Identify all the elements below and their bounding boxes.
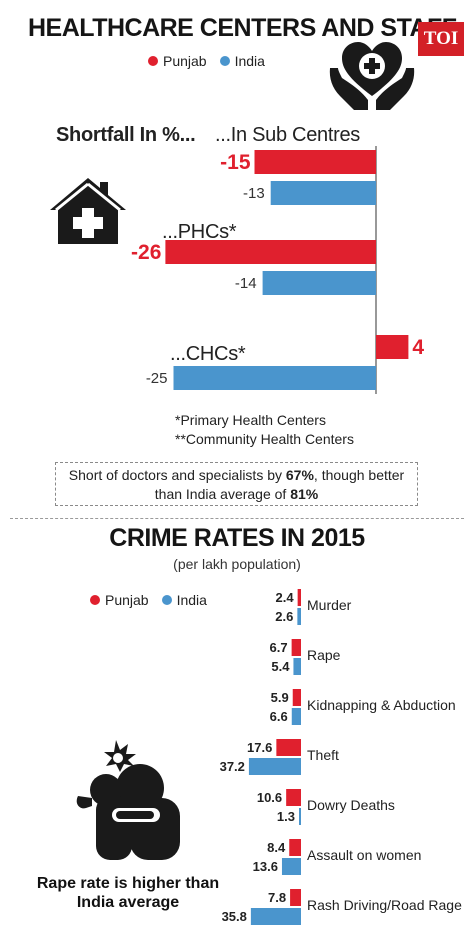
bar-india [293,658,301,675]
crime-title: CRIME RATES IN 2015 [109,524,365,552]
legend-label-punjab: Punjab [105,592,149,608]
value-label-punjab: -15 [220,151,251,174]
note-phc: *Primary Health Centers [175,412,326,428]
legend-dot-punjab [148,56,158,66]
bar-punjab [292,689,301,706]
bar-india [299,808,301,825]
doctors-shortfall-box: Short of doctors and specialists by 67%,… [55,462,418,506]
health-chart: -15 -13 -26 -14 4 -25 [131,146,424,394]
legend-dot-india [219,56,230,66]
victim-hands-icon [76,740,180,860]
bar-india [262,271,376,295]
bar-india [297,608,301,625]
medical-house-icon [50,178,126,244]
value-label-punjab: 2.4 [275,590,294,605]
bar-punjab [297,589,301,606]
legend-label-punjab: Punjab [163,53,207,69]
bar-india [281,858,301,875]
toi-logo: TOI [418,22,464,56]
value-label-punjab: -26 [131,241,161,264]
value-label-india: 35.8 [221,909,247,924]
value-label-india: 6.6 [269,709,288,724]
legend-label-india: India [234,53,265,69]
page-title: HEALTHCARE CENTERS AND STAFF [28,14,457,42]
category-sub-centres: ...In Sub Centres [215,124,360,146]
legend-label-india: India [176,592,207,608]
health-chart-heading: Shortfall In %... [56,124,196,146]
value-label-punjab: 17.6 [247,740,273,755]
bar-punjab [286,789,301,806]
category-label: Kidnapping & Abduction [307,697,456,713]
bar-punjab [254,150,376,174]
value-label-punjab: 5.9 [270,690,289,705]
note-chc: **Community Health Centers [175,431,354,447]
crime-subtitle: (per lakh population) [173,556,301,572]
summary-value-punjab: 67% [285,467,314,483]
bar-india [270,181,376,205]
value-label-india: 2.6 [275,609,294,624]
bar-india [250,908,301,925]
section-divider [10,518,464,519]
summary-text-1: Short of doctors and specialists by [68,467,286,483]
legend-dot-india [161,595,172,605]
category-label: Murder [307,597,352,613]
bar-punjab [165,240,376,264]
bar-punjab [291,639,301,656]
value-label-punjab: 4 [412,336,424,359]
bar-india [173,366,376,390]
value-label-punjab: 10.6 [256,790,283,805]
value-label-india: -13 [243,185,265,202]
bar-india [248,758,301,775]
category-label: Rape [307,647,341,663]
health-legend: Punjab India [148,53,265,69]
category-label: Rash Driving/Road Rage [307,897,462,913]
value-label-india: 37.2 [219,759,245,774]
bar-punjab [290,889,301,906]
bar-punjab [289,839,301,856]
bar-india [291,708,301,725]
hands-heart-cross-icon [329,42,415,110]
category-label: Dowry Deaths [307,797,395,813]
category-label: Theft [307,747,339,763]
bar-punjab [376,335,409,359]
bar-punjab [276,739,301,756]
legend-dot-punjab [90,595,100,605]
value-label-india: -14 [235,275,257,292]
value-label-punjab: 8.4 [267,840,286,855]
crime-legend: Punjab India [90,592,207,608]
category-label: Assault on women [307,847,422,863]
value-label-india: 5.4 [271,659,290,674]
category-phcs: ...PHCs* [162,221,237,243]
summary-value-india: 81% [290,486,319,502]
value-label-india: -25 [146,370,168,387]
value-label-india: 13.6 [252,859,278,874]
value-label-punjab: 6.7 [269,640,288,655]
crime-caption: Rape rate is higher than India average [36,875,220,911]
value-label-punjab: 7.8 [268,890,287,905]
category-chcs: ...CHCs* [170,343,246,365]
value-label-india: 1.3 [276,809,295,824]
summary-text-2: , though better than India average of [154,467,405,502]
